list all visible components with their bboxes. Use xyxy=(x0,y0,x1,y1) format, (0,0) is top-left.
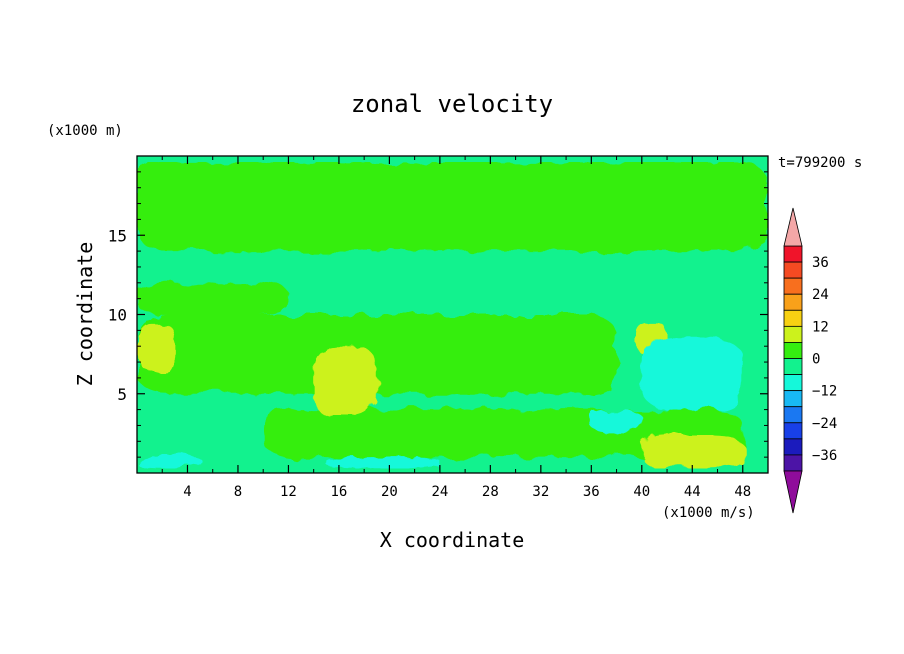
y-tick-label: 10 xyxy=(108,306,127,325)
contour-region-11 xyxy=(326,457,440,469)
x-tick-label: 32 xyxy=(532,484,549,500)
plot-area xyxy=(137,156,768,473)
colorbar-segment xyxy=(783,390,803,408)
y-axis-label: Z coordinate xyxy=(73,242,97,387)
contour-region-7 xyxy=(641,434,743,469)
colorbar-tick-label: 24 xyxy=(812,287,829,303)
x-tick-label: 36 xyxy=(583,484,600,500)
contour-region-5 xyxy=(313,346,377,418)
colorbar-overflow-high xyxy=(783,207,803,247)
x-axis-ticks: 4 8 12 16 20 24 28 32 36 40 44 48 xyxy=(161,156,751,500)
x-tick-label: 48 xyxy=(734,484,751,500)
x-tick-label: 20 xyxy=(381,484,398,500)
colorbar-tick-label: −12 xyxy=(812,384,837,400)
x-tick-label: 24 xyxy=(431,484,448,500)
x-tick-label: 28 xyxy=(482,484,499,500)
colorbar-segment xyxy=(783,245,803,263)
time-label: t=799200 s xyxy=(778,155,862,171)
contour-region-2 xyxy=(137,314,617,394)
contour-region-10 xyxy=(137,453,201,469)
y-axis-ticks: 5 10 15 xyxy=(108,171,768,458)
x-tick-label: 44 xyxy=(684,484,701,500)
colorbar-tick-label: 12 xyxy=(812,319,829,335)
y-tick-label: 15 xyxy=(108,226,127,245)
colorbar-tick-label: 0 xyxy=(812,352,820,368)
contour-region-8 xyxy=(641,338,743,410)
colorbar-segment xyxy=(783,325,803,343)
contour-region-4 xyxy=(137,322,175,370)
x-tick-label: 12 xyxy=(280,484,297,500)
colorbar-segment xyxy=(783,438,803,456)
x-tick-label: 8 xyxy=(234,484,242,500)
colorbar-segment xyxy=(783,422,803,440)
colorbar-segment xyxy=(783,261,803,279)
colorbar-segment xyxy=(783,454,803,472)
contour-region-0 xyxy=(137,162,768,252)
colorbar-segment xyxy=(783,406,803,424)
colorbar: 36 24 12 0 −12 −24 −36 xyxy=(783,207,837,514)
y-tick-label: 5 xyxy=(117,385,127,404)
contour-region-9 xyxy=(591,409,642,434)
colorbar-segment xyxy=(783,358,803,375)
colorbar-tick-label: −24 xyxy=(812,416,837,432)
contour-region-1 xyxy=(137,282,289,315)
y-unit-label: (x1000 m) xyxy=(47,123,123,139)
colorbar-segment xyxy=(783,277,803,295)
colorbar-overflow-low xyxy=(783,470,803,514)
colorbar-tick-label: 36 xyxy=(812,255,829,271)
colorbar-segment xyxy=(783,374,803,392)
colorbar-segment xyxy=(783,342,803,359)
colorbar-unit-label: (x1000 m/s) xyxy=(662,505,755,521)
colorbar-tick-label: −36 xyxy=(812,448,837,464)
x-tick-label: 16 xyxy=(330,484,347,500)
x-axis-label: X coordinate xyxy=(380,528,525,552)
chart-title: zonal velocity xyxy=(351,90,553,118)
colorbar-segment xyxy=(783,293,803,311)
x-tick-label: 40 xyxy=(633,484,650,500)
x-tick-label: 4 xyxy=(183,484,191,500)
colorbar-segment xyxy=(783,309,803,327)
contour-regions xyxy=(137,162,768,469)
